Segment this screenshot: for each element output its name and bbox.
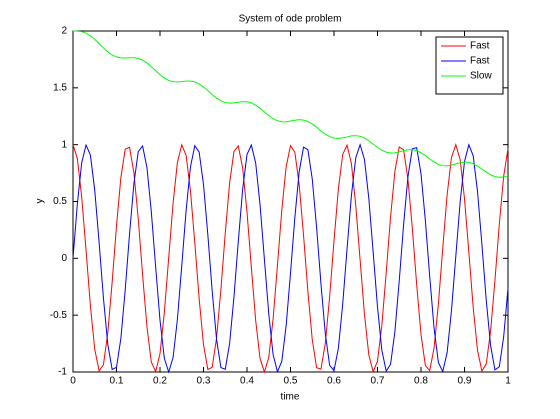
series-line: [72, 30, 509, 178]
series-line: [72, 143, 509, 374]
x-tick-label: 0: [70, 376, 76, 387]
x-tick-label: 0.6: [327, 376, 341, 387]
x-tick-label: 0.5: [284, 376, 298, 387]
y-tick-label: 0.5: [53, 196, 67, 207]
y-tick-label: 1: [61, 139, 67, 150]
y-tick-label: 0: [61, 253, 67, 264]
y-tick-label: -1: [58, 367, 67, 378]
y-tick-label: -0.5: [50, 310, 68, 321]
x-tick-label: 0.1: [110, 376, 124, 387]
y-axis-label: y: [35, 199, 46, 204]
y-tick-label: 2: [61, 26, 67, 37]
x-axis-label: time: [281, 392, 300, 403]
series-line: [72, 142, 509, 374]
x-tick-label: 1: [505, 376, 511, 387]
x-tick-label: 0.3: [197, 376, 211, 387]
legend-label: Slow: [470, 71, 492, 82]
x-tick-label: 0.9: [458, 376, 472, 387]
legend-label: Fast: [470, 41, 490, 52]
x-tick-label: 0.8: [414, 376, 428, 387]
y-tick-label: 1.5: [53, 82, 67, 93]
x-tick-label: 0.4: [240, 376, 254, 387]
chart-title: System of ode problem: [239, 14, 342, 25]
x-tick-label: 0.2: [153, 376, 167, 387]
x-tick-label: 0.7: [371, 376, 385, 387]
legend-label: Fast: [470, 56, 490, 67]
